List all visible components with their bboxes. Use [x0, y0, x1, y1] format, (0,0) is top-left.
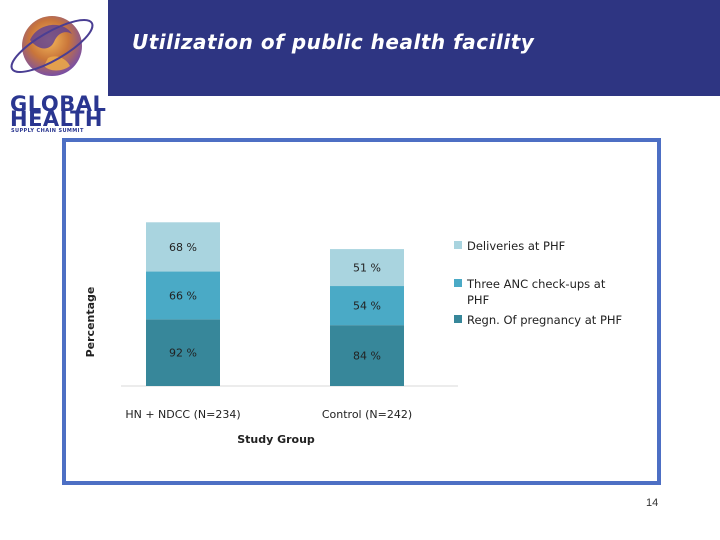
bar-segment — [330, 249, 404, 287]
bar-segment — [330, 286, 404, 326]
stacked-bar-chart: 92 % 66 % 68 % HN + NDCC (N=234) 84 % 54 % 51 … — [84, 222, 622, 446]
chart-frame: 92 % 66 % 68 % HN + NDCC (N=234) 84 % 54 % 51 … — [62, 138, 661, 485]
logo-line2: HEALTH — [10, 107, 103, 131]
legend-swatch — [454, 315, 462, 323]
data-label: 84 % — [353, 350, 381, 363]
legend-swatch — [454, 279, 462, 287]
data-label: 92 % — [169, 347, 197, 360]
logo-tagline: SUPPLY CHAIN SUMMIT — [11, 128, 84, 134]
legend-label: PHF — [467, 293, 489, 307]
y-axis-title: Percentage — [84, 287, 97, 358]
category-label: HN + NDCC (N=234) — [125, 408, 240, 421]
data-label: 66 % — [169, 289, 197, 302]
slide-title: Utilization of public health facility — [132, 30, 535, 54]
globe-icon — [10, 16, 94, 76]
bar-segment — [146, 222, 220, 272]
bar-segment — [146, 271, 220, 320]
category-label: Control (N=242) — [322, 408, 412, 421]
page-number: 14 — [646, 497, 659, 509]
legend-label: Three ANC check-ups at — [466, 277, 606, 291]
x-axis-title: Study Group — [237, 433, 315, 446]
bar-segment — [146, 319, 220, 386]
logo-line1: GLOBAL — [10, 92, 107, 116]
logo: GLOBAL HEALTH SUPPLY CHAIN SUMMIT — [0, 0, 108, 140]
data-label: 54 % — [353, 300, 381, 313]
data-label: 68 % — [169, 241, 197, 254]
legend-swatch — [454, 241, 462, 249]
bar-segment — [330, 325, 404, 386]
header-bar — [108, 0, 720, 96]
legend-label: Deliveries at PHF — [467, 239, 565, 253]
legend-label: Regn. Of pregnancy at PHF — [467, 313, 622, 327]
data-label: 51 % — [353, 262, 381, 275]
